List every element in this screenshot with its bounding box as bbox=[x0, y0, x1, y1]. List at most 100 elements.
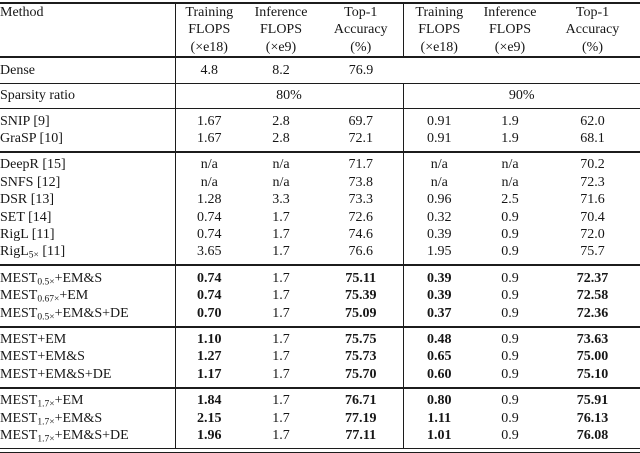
value-cell: 0.74 bbox=[174, 264, 243, 288]
value-cell: 74.6 bbox=[319, 226, 403, 243]
cell-value: n/a bbox=[272, 157, 290, 173]
cell-value: 0.9 bbox=[501, 332, 519, 347]
value-cell: 72.0 bbox=[545, 226, 640, 243]
value-cell: 76.08 bbox=[545, 427, 640, 448]
column-header-line: FLOPS bbox=[488, 22, 532, 38]
cell-value: 1.7 bbox=[272, 209, 290, 225]
value-cell: 68.1 bbox=[545, 130, 640, 152]
cell-value: 2.8 bbox=[272, 113, 290, 129]
value-cell: 75.09 bbox=[319, 305, 403, 327]
cell-value: 0.60 bbox=[427, 366, 452, 382]
cell-value: 0.74 bbox=[197, 270, 222, 286]
cell-value: 71.7 bbox=[348, 157, 374, 173]
value-cell: 0.9 bbox=[475, 348, 545, 365]
column-header: Inference FLOPS (×e9) bbox=[243, 4, 319, 59]
cell-value: 1.7 bbox=[272, 226, 290, 242]
sparsity-label-cell: Sparsity ratio bbox=[0, 82, 175, 109]
cell-value: 0.9 bbox=[501, 305, 519, 321]
value-cell: n/a bbox=[174, 173, 243, 192]
value-cell: 0.74 bbox=[174, 225, 243, 244]
cell-value: 1.84 bbox=[197, 393, 222, 409]
column-header-line: FLOPS bbox=[418, 22, 461, 38]
value-cell: 0.80 bbox=[402, 386, 475, 410]
value-cell: 75.91 bbox=[545, 386, 640, 410]
value-cell: 76.6 bbox=[319, 243, 403, 265]
value-cell: 0.39 bbox=[402, 225, 475, 244]
cell-value: 75.00 bbox=[576, 349, 609, 365]
cell-value: 1.7 bbox=[272, 410, 290, 426]
value-cell: 75.11 bbox=[319, 264, 403, 288]
value-cell: 72.58 bbox=[545, 287, 640, 304]
cell-value: 0.9 bbox=[501, 209, 519, 225]
cell-value: 73.3 bbox=[348, 192, 374, 208]
table-row: MEST+EM&S 1.27 1.7 75.73 0.65 0.9 75.00 bbox=[0, 348, 640, 366]
cell-value: 1.9 bbox=[501, 113, 519, 129]
cell-value: 1.27 bbox=[197, 349, 222, 365]
table-row: DeepR [15] n/a n/a 71.7 n/a n/a 70.2 bbox=[0, 150, 640, 174]
method-cell: RigL [11] bbox=[0, 226, 55, 242]
value-cell: 72.36 bbox=[545, 305, 640, 327]
section-mest-extended-training: MEST1.7×+EM 1.84 1.7 76.71 0.80 0.9 75.91 MEST1… bbox=[0, 386, 640, 448]
cell-value: 0.39 bbox=[427, 270, 452, 286]
column-header-method: Method bbox=[0, 4, 175, 59]
cell-value: n/a bbox=[200, 174, 218, 190]
column-header-line: Accuracy bbox=[333, 22, 388, 38]
method-cell: MEST+EM&S bbox=[0, 349, 85, 365]
value-cell: 76.13 bbox=[545, 410, 640, 427]
table-row: MEST0.5×+EM&S 0.74 1.7 75.11 0.39 0.9 72.37 bbox=[0, 264, 640, 288]
method-subscript: 1.7× bbox=[37, 417, 55, 428]
value-cell: 69.7 bbox=[319, 108, 403, 130]
value-cell: 1.67 bbox=[174, 129, 243, 152]
cell-value: 75.11 bbox=[345, 270, 377, 286]
value-cell: 75.7 bbox=[545, 243, 640, 265]
cell-value: 0.74 bbox=[197, 288, 222, 304]
value-cell: 4.8 bbox=[174, 57, 243, 84]
column-header-line: Training bbox=[185, 5, 234, 20]
value-cell: 0.9 bbox=[475, 427, 545, 448]
value-cell: 0.37 bbox=[402, 304, 475, 327]
cell-value: 1.67 bbox=[197, 130, 222, 146]
method-cell: MEST+EM&S+DE bbox=[0, 366, 112, 382]
value-cell: 72.37 bbox=[545, 264, 640, 288]
cell-value: 1.7 bbox=[272, 305, 290, 321]
cell-value: 1.7 bbox=[272, 428, 290, 444]
cell-value: 1.9 bbox=[501, 130, 519, 146]
cell-value: 1.7 bbox=[272, 270, 290, 286]
method-cell: SET [14] bbox=[0, 209, 52, 225]
cell-value: 0.70 bbox=[197, 305, 222, 321]
cell-value: n/a bbox=[501, 157, 519, 173]
cell-value: 71.6 bbox=[580, 192, 605, 208]
cell-value: 0.48 bbox=[427, 332, 452, 347]
cell-value: 1.67 bbox=[197, 113, 222, 129]
value-cell: 0.91 bbox=[402, 129, 475, 152]
table-row: SNFS [12] n/a n/a 73.8 n/a n/a 72.3 bbox=[0, 173, 640, 192]
cell-value: 76.08 bbox=[576, 428, 609, 444]
value-cell: 1.7 bbox=[243, 226, 319, 243]
cell-value: 77.19 bbox=[345, 410, 377, 426]
sparsity-value-left: 80% bbox=[174, 82, 403, 109]
cell-value: n/a bbox=[200, 157, 218, 173]
column-header-line: Top-1 bbox=[344, 5, 378, 20]
section-dynamic-sparse-methods: DeepR [15] n/a n/a 71.7 n/a n/a 70.2 SNFS [12] n… bbox=[0, 150, 640, 266]
value-cell: 1.7 bbox=[243, 264, 319, 288]
cell-value: 2.8 bbox=[272, 130, 290, 146]
cell-value: 1.95 bbox=[427, 244, 452, 260]
cell-value: 1.7 bbox=[272, 288, 290, 304]
cell-value: 70.2 bbox=[580, 157, 605, 173]
column-header-line: (×e9) bbox=[265, 39, 297, 55]
cell-value: 0.37 bbox=[427, 305, 452, 321]
value-cell: 71.7 bbox=[319, 150, 403, 174]
method-cell: MEST1.7×+EM&S bbox=[0, 410, 103, 428]
value-cell: 1.7 bbox=[243, 209, 319, 226]
cell-value: 1.17 bbox=[197, 366, 222, 382]
value-cell: 0.9 bbox=[475, 386, 545, 410]
value-cell: 0.9 bbox=[475, 287, 545, 304]
cell-value: 0.9 bbox=[501, 226, 519, 242]
cell-value: 62.0 bbox=[580, 113, 605, 129]
cell-value: 72.6 bbox=[348, 209, 374, 225]
cell-value: n/a bbox=[272, 174, 290, 190]
method-subscript: 1.7× bbox=[37, 399, 55, 410]
value-cell: 0.74 bbox=[174, 208, 243, 226]
value-cell: 2.8 bbox=[243, 130, 319, 152]
